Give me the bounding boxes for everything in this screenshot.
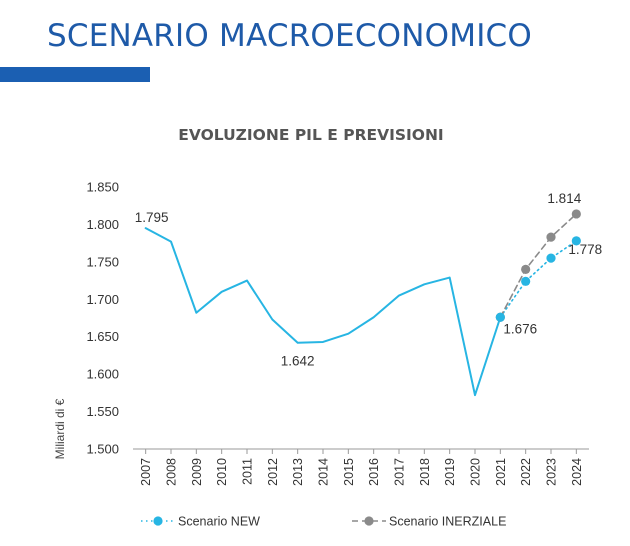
y-axis-label: Miliardi di € bbox=[53, 398, 67, 459]
scenario-new-line bbox=[499, 240, 578, 319]
x-tick-label: 2020 bbox=[469, 458, 483, 486]
x-tick-label: 2018 bbox=[418, 458, 432, 486]
data-label: 1.795 bbox=[135, 210, 169, 225]
y-tick-label: 1.500 bbox=[86, 442, 119, 457]
data-label: 1.814 bbox=[547, 191, 581, 206]
x-tick-label: 2023 bbox=[545, 458, 559, 486]
chart-legend: Scenario NEW Scenario INERZIALE bbox=[141, 515, 506, 529]
scenario-inerziale-point bbox=[571, 209, 581, 219]
x-tick-label: 2007 bbox=[139, 458, 153, 486]
y-tick-label: 1.850 bbox=[86, 180, 119, 195]
data-label: 1.642 bbox=[281, 354, 315, 369]
x-tick-label: 2022 bbox=[519, 458, 533, 486]
x-tick-label: 2024 bbox=[570, 458, 584, 486]
y-tick-label: 1.600 bbox=[86, 367, 119, 382]
x-tick-label: 2011 bbox=[241, 458, 255, 485]
scenario-inerziale-point bbox=[521, 264, 531, 274]
y-tick-label: 1.650 bbox=[86, 329, 119, 344]
legend-marker bbox=[153, 516, 163, 526]
legend-label: Scenario INERZIALE bbox=[389, 515, 506, 529]
scenario-new-point bbox=[495, 312, 505, 322]
chart-axes: 1.500 1.550 1.600 1.650 1.700 1.750 1.800 1.850… bbox=[86, 180, 589, 486]
x-tick-label: 2009 bbox=[190, 458, 204, 486]
x-tick-label: 2012 bbox=[266, 458, 280, 486]
historical-series-line bbox=[144, 227, 502, 397]
y-tick-label: 1.700 bbox=[86, 292, 119, 307]
y-tick-label: 1.800 bbox=[86, 217, 119, 232]
x-tick-label: 2013 bbox=[291, 458, 305, 486]
x-tick-label: 2014 bbox=[317, 458, 331, 486]
x-tick-label: 2008 bbox=[165, 458, 179, 486]
chart-series-lines bbox=[144, 213, 578, 397]
x-tick-label: 2017 bbox=[393, 458, 407, 486]
data-label: 1.676 bbox=[503, 321, 537, 336]
chart-title: EVOLUZIONE PIL E PREVISIONI bbox=[178, 126, 443, 144]
data-label: 1.778 bbox=[568, 242, 602, 257]
scenario-inerziale-line bbox=[499, 213, 578, 319]
scenario-new-point bbox=[546, 253, 556, 263]
y-tick-label: 1.750 bbox=[86, 254, 119, 269]
x-tick-label: 2010 bbox=[215, 458, 229, 486]
scenario-new-point bbox=[571, 236, 581, 246]
scenario-new-point bbox=[521, 276, 531, 286]
x-tick-label: 2016 bbox=[367, 458, 381, 486]
chart-markers bbox=[495, 209, 581, 322]
page-title: SCENARIO MACROECONOMICO bbox=[47, 18, 532, 54]
legend-label: Scenario NEW bbox=[178, 515, 260, 529]
chart-annotations: 1.795 1.642 1.676 1.814 1.778 bbox=[135, 191, 602, 369]
x-tick-label: 2019 bbox=[443, 458, 457, 486]
scenario-inerziale-point bbox=[546, 232, 556, 242]
x-tick-label: 2021 bbox=[494, 458, 508, 486]
x-tick-label: 2015 bbox=[342, 458, 356, 486]
legend-marker bbox=[364, 516, 374, 526]
y-tick-label: 1.550 bbox=[86, 404, 119, 419]
title-accent-bar bbox=[0, 67, 150, 82]
